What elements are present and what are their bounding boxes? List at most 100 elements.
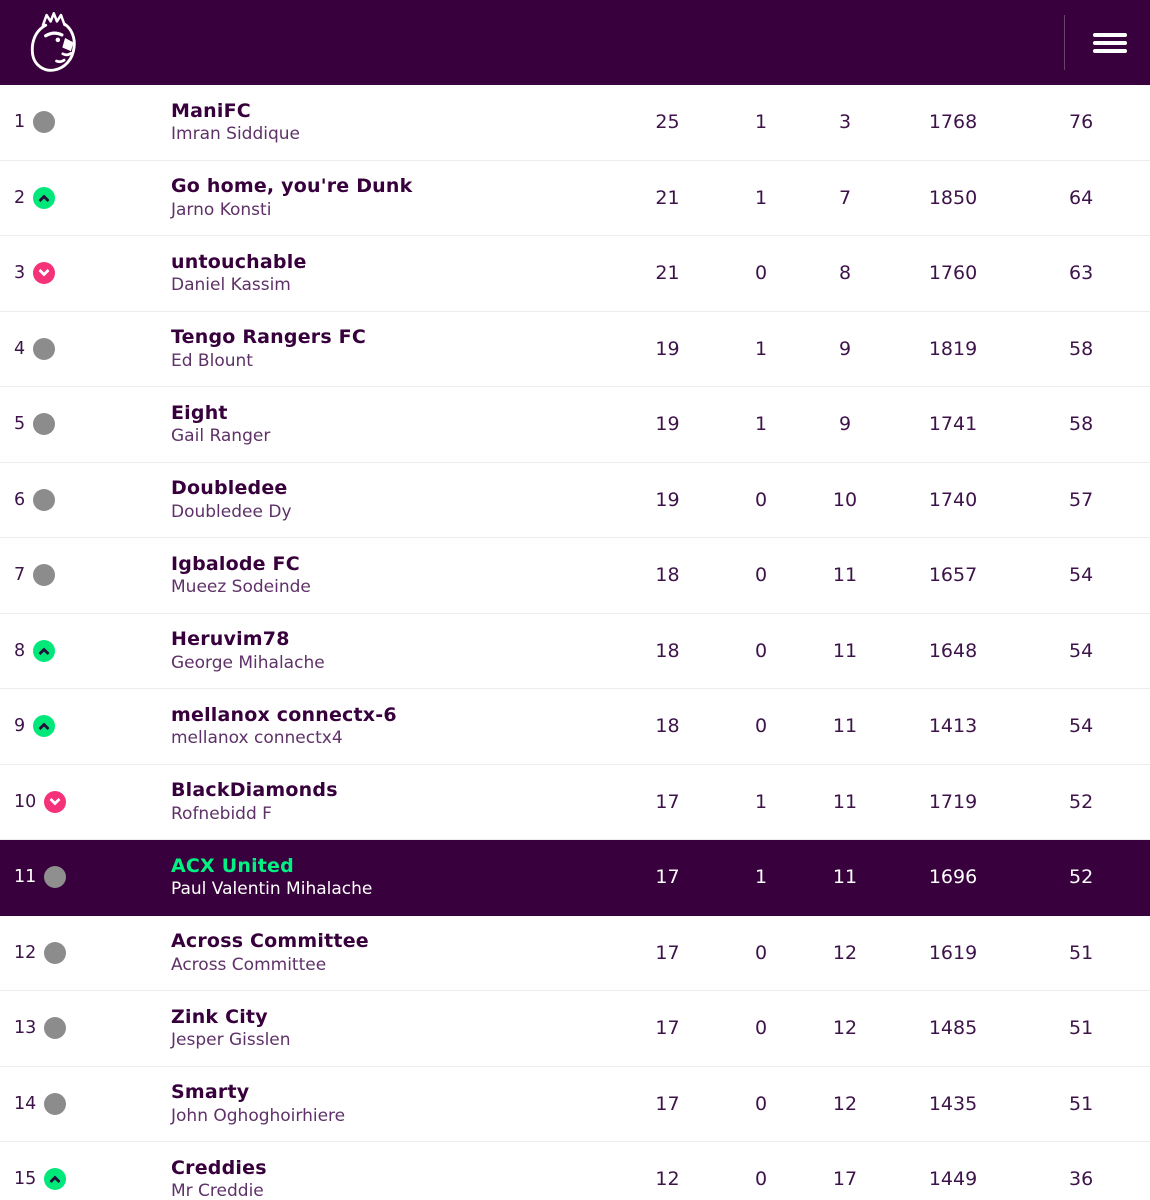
- team-cell: Zink City Jesper Gisslen: [157, 1006, 605, 1051]
- movement-same-icon: [44, 941, 67, 964]
- team-name: Heruvim78: [171, 628, 290, 651]
- matches-won: 17: [655, 941, 680, 964]
- standings-row[interactable]: 4 Tengo Rangers FC Ed Blount 19 1 9 1819…: [0, 311, 1150, 387]
- matches-lost: 11: [832, 715, 858, 738]
- manager-name: George Mihalache: [171, 652, 325, 673]
- team-cell: Smarty John Oghoghoirhiere: [157, 1081, 605, 1126]
- manager-name: Jarno Konsti: [171, 199, 272, 220]
- league-points: 58: [1069, 337, 1094, 360]
- matches-lost: 7: [838, 186, 852, 209]
- premier-league-logo[interactable]: [24, 9, 80, 77]
- movement-same-icon: [33, 413, 56, 436]
- matches-lost: 11: [832, 639, 858, 662]
- standings-row[interactable]: 15 Creddies Mr Creddie 12 0 17 1449 36: [0, 1142, 1150, 1200]
- rank-number: 9: [14, 716, 26, 737]
- matches-won: 18: [655, 639, 680, 662]
- movement-same-icon: [33, 337, 56, 360]
- standings-row[interactable]: 2 Go home, you're Dunk Jarno Konsti 21 1…: [0, 160, 1150, 236]
- team-name: Smarty: [171, 1081, 250, 1104]
- rank-cell: 4: [0, 337, 157, 360]
- movement-up-icon: [33, 715, 56, 738]
- rank-cell: 10: [0, 790, 157, 813]
- team-cell: ACX United Paul Valentin Mihalache: [157, 855, 605, 900]
- matches-won: 21: [655, 262, 680, 285]
- matches-drawn: 0: [754, 262, 768, 285]
- rank-number: 1: [14, 112, 26, 133]
- manager-name: Gail Ranger: [171, 426, 271, 447]
- total-score: 1719: [928, 790, 978, 813]
- manager-name: Doubledee Dy: [171, 501, 292, 522]
- standings-row[interactable]: 14 Smarty John Oghoghoirhiere 17 0 12 14…: [0, 1066, 1150, 1142]
- team-name: ManiFC: [171, 99, 251, 122]
- matches-won: 17: [655, 866, 680, 889]
- matches-won: 18: [655, 564, 680, 587]
- total-score: 1819: [928, 337, 978, 360]
- manager-name: Mr Creddie: [171, 1181, 264, 1200]
- league-points: 76: [1069, 111, 1094, 134]
- total-score: 1413: [928, 715, 978, 738]
- standings-row[interactable]: 5 Eight Gail Ranger 19 1 9 1741 58: [0, 387, 1150, 463]
- standings-row[interactable]: 8 Heruvim78 George Mihalache 18 0 11 164…: [0, 613, 1150, 689]
- team-name: Tengo Rangers FC: [171, 326, 366, 349]
- matches-drawn: 1: [754, 866, 768, 889]
- total-score: 1648: [928, 639, 978, 662]
- movement-down-icon: [33, 262, 56, 285]
- rank-cell: 3: [0, 262, 157, 285]
- hamburger-menu-button[interactable]: [1093, 32, 1127, 53]
- standings-row[interactable]: 12 Across Committee Across Committee 17 …: [0, 915, 1150, 991]
- league-points: 64: [1069, 186, 1094, 209]
- movement-same-icon: [44, 866, 67, 889]
- matches-won: 18: [655, 715, 680, 738]
- team-cell: Creddies Mr Creddie: [157, 1157, 605, 1200]
- team-cell: Tengo Rangers FC Ed Blount: [157, 326, 605, 371]
- standings-row[interactable]: 9 mellanox connectx-6 mellanox connectx4…: [0, 689, 1150, 765]
- team-name: ACX United: [171, 854, 294, 877]
- rank-number: 13: [14, 1018, 37, 1039]
- standings-row[interactable]: 6 Doubledee Doubledee Dy 19 0 10 1740 57: [0, 462, 1150, 538]
- movement-same-icon: [44, 1017, 67, 1040]
- rank-cell: 9: [0, 715, 157, 738]
- league-points: 51: [1069, 1017, 1094, 1040]
- movement-up-icon: [33, 639, 56, 662]
- team-cell: mellanox connectx-6 mellanox connectx4: [157, 704, 605, 749]
- total-score: 1449: [928, 1168, 978, 1191]
- standings-row[interactable]: 10 BlackDiamonds Rofnebidd F 17 1 11 171…: [0, 764, 1150, 840]
- manager-name: mellanox connectx4: [171, 728, 343, 749]
- manager-name: Daniel Kassim: [171, 275, 291, 296]
- matches-drawn: 0: [754, 1092, 768, 1115]
- team-name: untouchable: [171, 250, 307, 273]
- manager-name: Ed Blount: [171, 350, 253, 371]
- matches-lost: 12: [832, 941, 858, 964]
- matches-lost: 11: [832, 564, 858, 587]
- standings-row[interactable]: 1 ManiFC Imran Siddique 25 1 3 1768 76: [0, 85, 1150, 161]
- rank-cell: 13: [0, 1017, 157, 1040]
- total-score: 1768: [928, 111, 978, 134]
- app-header: [0, 0, 1150, 85]
- matches-won: 12: [655, 1168, 680, 1191]
- manager-name: Mueez Sodeinde: [171, 577, 311, 598]
- standings-row[interactable]: 11 ACX United Paul Valentin Mihalache 17…: [0, 840, 1150, 916]
- matches-lost: 12: [832, 1092, 858, 1115]
- standings-row[interactable]: 3 untouchable Daniel Kassim 21 0 8 1760 …: [0, 236, 1150, 312]
- movement-same-icon: [33, 564, 56, 587]
- matches-drawn: 1: [754, 186, 768, 209]
- league-points: 54: [1069, 564, 1094, 587]
- rank-number: 14: [14, 1093, 37, 1114]
- manager-name: Paul Valentin Mihalache: [171, 879, 373, 900]
- league-points: 52: [1069, 866, 1094, 889]
- rank-cell: 11: [0, 866, 157, 889]
- standings-row[interactable]: 13 Zink City Jesper Gisslen 17 0 12 1485…: [0, 991, 1150, 1067]
- matches-won: 19: [655, 337, 680, 360]
- matches-drawn: 1: [754, 111, 768, 134]
- team-name: Go home, you're Dunk: [171, 175, 413, 198]
- total-score: 1850: [928, 186, 978, 209]
- team-name: Doubledee: [171, 477, 288, 500]
- team-name: Eight: [171, 401, 228, 424]
- team-cell: Go home, you're Dunk Jarno Konsti: [157, 175, 605, 220]
- matches-won: 21: [655, 186, 680, 209]
- standings-row[interactable]: 7 Igbalode FC Mueez Sodeinde 18 0 11 165…: [0, 538, 1150, 614]
- matches-drawn: 0: [754, 639, 768, 662]
- team-name: Across Committee: [171, 930, 369, 953]
- matches-drawn: 1: [754, 413, 768, 436]
- team-cell: Igbalode FC Mueez Sodeinde: [157, 553, 605, 598]
